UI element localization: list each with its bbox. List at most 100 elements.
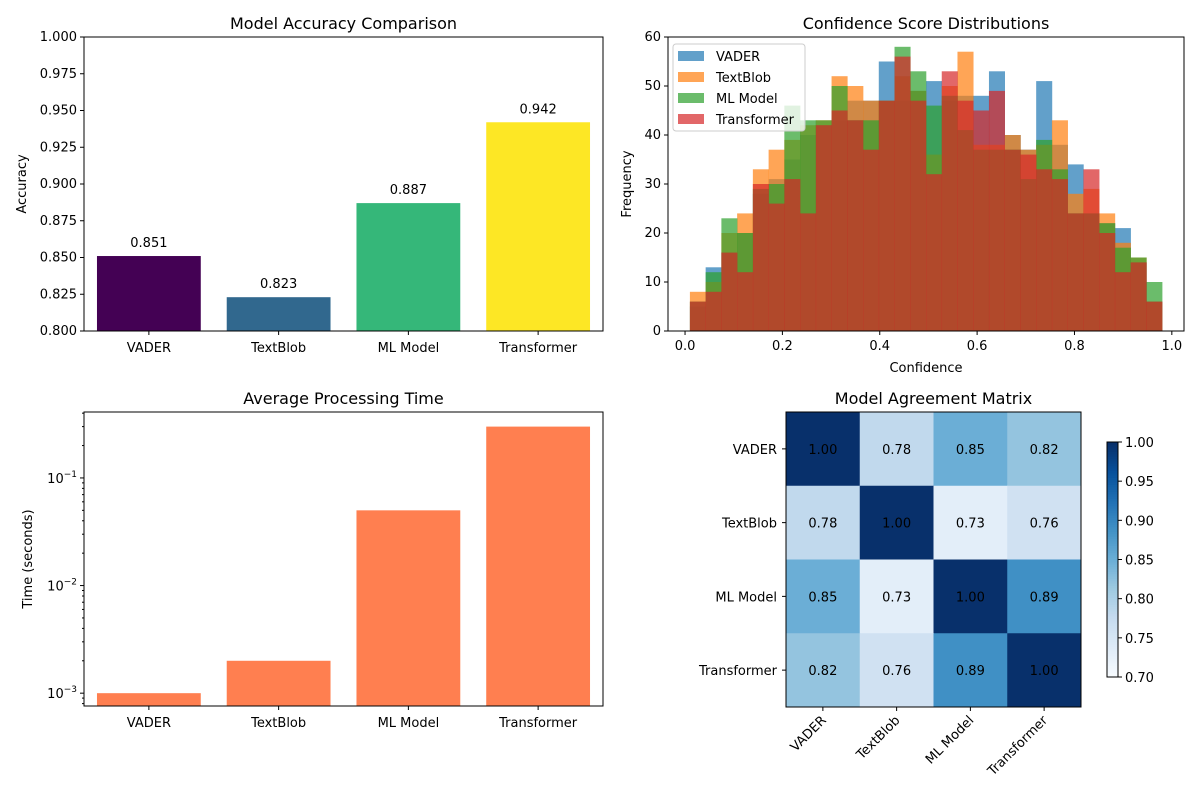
hist-y-tick-label: 0 xyxy=(653,324,661,339)
heatmap-cell-label: 0.85 xyxy=(956,443,985,458)
colorbar-tick-label: 0.95 xyxy=(1125,475,1154,490)
time-bar-0 xyxy=(96,693,201,706)
accuracy-x-tick-label: TextBlob xyxy=(250,341,306,356)
hist-bar-transformer xyxy=(1051,179,1068,331)
colorbar-segment xyxy=(1107,634,1118,638)
heatmap-cell xyxy=(933,633,1008,708)
accuracy-y-tick-label: 0.950 xyxy=(40,104,77,119)
colorbar-segment xyxy=(1107,615,1118,619)
colorbar-segment xyxy=(1107,639,1118,643)
colorbar-segment xyxy=(1107,578,1118,582)
accuracy-y-tick-label: 0.900 xyxy=(40,177,77,192)
hist-x-tick-label: 0.0 xyxy=(675,339,696,354)
colorbar-segment xyxy=(1107,641,1118,645)
heatmap-cell xyxy=(1007,633,1082,708)
hist-bar-transformer xyxy=(957,100,974,331)
colorbar-segment xyxy=(1107,611,1118,615)
colorbar-segment xyxy=(1107,622,1118,626)
heatmap-cell-label: 0.78 xyxy=(808,517,837,532)
hist-bar-transformer xyxy=(768,203,785,331)
accuracy-data-label: 0.887 xyxy=(390,183,427,198)
colorbar-segment xyxy=(1107,575,1118,579)
colorbar-segment xyxy=(1107,554,1118,558)
heatmap-col-label: TextBlob xyxy=(853,713,903,763)
time-ylabel: Time (seconds) xyxy=(21,509,36,609)
accuracy-bar-1 xyxy=(226,297,331,331)
colorbar-segment xyxy=(1107,601,1118,605)
legend xyxy=(672,43,806,132)
colorbar-segment xyxy=(1107,559,1118,563)
accuracy-bar-2 xyxy=(356,203,461,331)
hist-bar-transformer xyxy=(705,291,722,331)
colorbar-segment xyxy=(1107,489,1118,492)
colorbar-segment xyxy=(1107,526,1118,530)
colorbar-segment xyxy=(1107,493,1118,497)
colorbar-segment xyxy=(1107,557,1118,561)
colorbar-segment xyxy=(1107,514,1118,518)
colorbar-segment xyxy=(1107,653,1118,657)
colorbar-segment xyxy=(1107,660,1118,664)
heatmap-cell-label: 1.00 xyxy=(808,443,837,458)
heatmap-col-label: ML Model xyxy=(923,713,977,767)
colorbar-tick-label: 0.80 xyxy=(1125,593,1154,608)
colorbar-segment xyxy=(1107,477,1118,481)
hist-bar-transformer xyxy=(926,174,943,331)
accuracy-bar-3 xyxy=(486,122,591,331)
time-bar-2 xyxy=(356,510,461,706)
hist-x-tick-label: 0.8 xyxy=(1064,339,1085,354)
heatmap-cell xyxy=(1007,559,1082,634)
hist-y-tick-label: 20 xyxy=(644,226,661,241)
hist-x-tick-label: 0.2 xyxy=(772,339,793,354)
colorbar-segment xyxy=(1107,564,1118,568)
colorbar-segment xyxy=(1107,449,1118,452)
colorbar-segment xyxy=(1107,606,1118,610)
colorbar-segment xyxy=(1107,479,1118,483)
colorbar-segment xyxy=(1107,597,1118,601)
time-x-tick-label: ML Model xyxy=(378,716,440,731)
hist-x-tick-label: 0.4 xyxy=(869,339,890,354)
heatmap-cell xyxy=(1007,412,1082,487)
colorbar-segment xyxy=(1107,613,1118,617)
accuracy-x-tick-label: ML Model xyxy=(378,341,440,356)
colorbar-segment xyxy=(1107,453,1118,457)
hist-y-tick-label: 50 xyxy=(644,79,661,94)
colorbar-segment xyxy=(1107,491,1118,495)
colorbar-segment xyxy=(1107,655,1118,659)
time-y-tick-label: 10−2 xyxy=(47,578,77,595)
hist-bar-transformer xyxy=(689,301,706,331)
hist-y-tick-label: 60 xyxy=(644,30,661,45)
colorbar-segment xyxy=(1107,533,1118,537)
legend-swatch xyxy=(678,114,704,124)
colorbar-segment xyxy=(1107,536,1118,539)
accuracy-y-tick-label: 0.800 xyxy=(40,324,77,339)
hist-title: Confidence Score Distributions xyxy=(803,14,1050,33)
heatmap-cell xyxy=(859,485,934,560)
colorbar-segment xyxy=(1107,658,1118,662)
time-bar-3 xyxy=(486,426,591,706)
colorbar-segment xyxy=(1107,460,1118,464)
heatmap-cell-label: 0.76 xyxy=(1030,517,1059,532)
colorbar-segment xyxy=(1107,481,1118,485)
colorbar-segment xyxy=(1107,599,1118,603)
heatmap-row-label: TextBlob xyxy=(721,517,777,532)
heatmap-cell-label: 0.89 xyxy=(956,664,985,679)
heatmap-cell xyxy=(786,633,861,708)
time-x-tick-label: TextBlob xyxy=(250,716,306,731)
colorbar-tick-label: 0.75 xyxy=(1125,632,1154,647)
accuracy-ylabel: Accuracy xyxy=(15,154,30,214)
colorbar-segment xyxy=(1107,538,1118,542)
hist-bar-transformer xyxy=(721,252,738,331)
heatmap-cell-label: 0.73 xyxy=(882,590,911,605)
hist-bar-transformer xyxy=(847,120,864,331)
colorbar-segment xyxy=(1107,672,1118,676)
colorbar-segment xyxy=(1107,592,1118,596)
heatmap-row-label: VADER xyxy=(733,443,777,458)
accuracy-y-tick-label: 0.825 xyxy=(40,287,77,302)
accuracy-data-label: 0.823 xyxy=(260,277,297,292)
colorbar-segment xyxy=(1107,580,1118,584)
colorbar-tick-label: 0.70 xyxy=(1125,671,1154,686)
colorbar-segment xyxy=(1107,618,1118,622)
colorbar-segment xyxy=(1107,651,1118,655)
time-axes xyxy=(83,411,604,707)
colorbar-segment xyxy=(1107,644,1118,648)
